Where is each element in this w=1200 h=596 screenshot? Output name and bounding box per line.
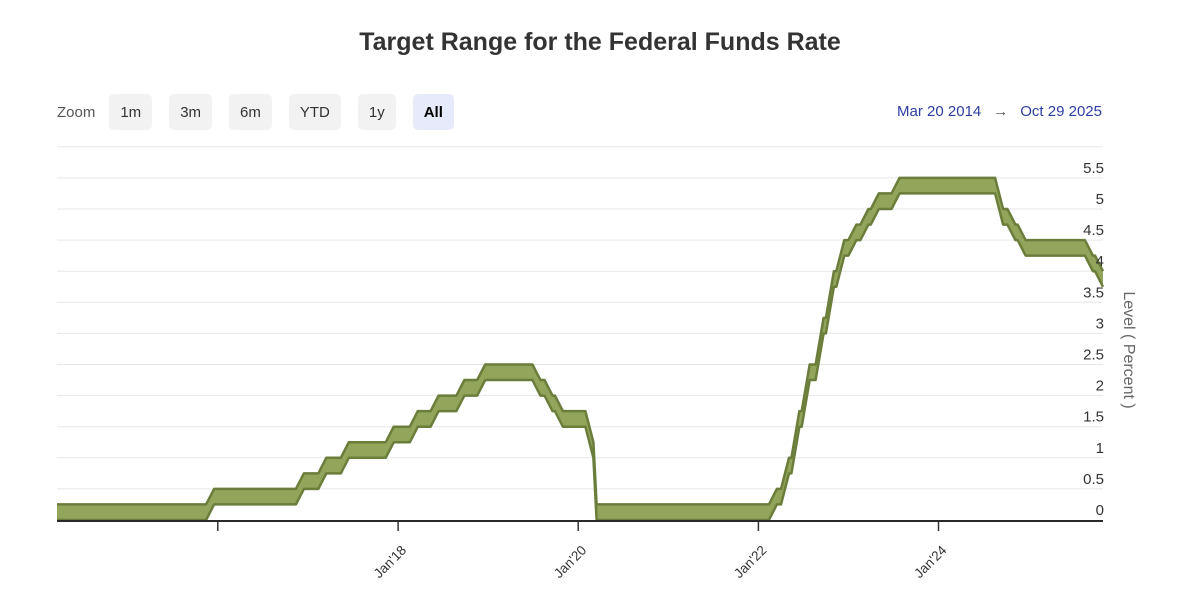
x-tick-label: Jan'20 bbox=[551, 543, 589, 581]
y-tick-label: 0.5 bbox=[1083, 471, 1104, 488]
y-axis-title: Level ( Percent ) bbox=[1120, 291, 1137, 408]
y-tick-label: 3 bbox=[1096, 315, 1104, 332]
chart-title: Target Range for the Federal Funds Rate bbox=[359, 28, 841, 56]
zoom-button-1y[interactable]: 1y bbox=[357, 94, 396, 130]
range-from-date[interactable]: Mar 20 2014 bbox=[897, 103, 982, 120]
band-lower-line bbox=[57, 192, 1105, 522]
x-tick-label: Jan'18 bbox=[371, 543, 409, 581]
y-tick-label: 5 bbox=[1096, 191, 1104, 208]
x-tick-label: Jan'24 bbox=[911, 542, 950, 581]
y-tick-label: 4 bbox=[1096, 253, 1104, 270]
band-upper-line bbox=[57, 176, 1105, 506]
date-range-display: Mar 20 2014 → Oct 29 2025 bbox=[897, 94, 1102, 130]
range-arrow-icon: → bbox=[993, 103, 1009, 120]
y-tick-label: 0 bbox=[1096, 502, 1104, 519]
zoom-button-3m[interactable]: 3m bbox=[169, 94, 213, 130]
range-to-date[interactable]: Oct 29 2025 bbox=[1020, 103, 1102, 120]
y-tick-label: 1 bbox=[1096, 440, 1104, 457]
y-tick-label: 2 bbox=[1096, 378, 1104, 395]
y-tick-label: 4.5 bbox=[1083, 222, 1104, 239]
y-tick-label: 3.5 bbox=[1083, 284, 1104, 301]
zoom-label: Zoom bbox=[57, 103, 96, 121]
zoom-button-ytd[interactable]: YTD bbox=[288, 94, 341, 130]
y-tick-label: 2.5 bbox=[1083, 347, 1104, 364]
y-tick-label: 5.5 bbox=[1083, 160, 1104, 177]
y-axis-labels: 0 0.5 1 1.5 2 2.5 3 3.5 4 4.5 5 5.5 bbox=[1083, 160, 1104, 519]
x-axis: Jan'18 Jan'20 Jan'22 Jan'24 bbox=[57, 520, 1103, 581]
zoom-button-all[interactable]: All bbox=[412, 94, 454, 130]
zoom-button-1m[interactable]: 1m bbox=[109, 94, 153, 130]
x-tick-label: Jan'22 bbox=[731, 543, 769, 581]
y-gridlines bbox=[57, 146, 1103, 490]
zoom-button-6m[interactable]: 6m bbox=[229, 94, 272, 130]
y-tick-label: 1.5 bbox=[1083, 409, 1104, 426]
target-range-band-series[interactable] bbox=[57, 176, 1105, 522]
range-selector: Zoom 1m 3m 6m YTD 1y All bbox=[57, 94, 471, 130]
band-fill[interactable] bbox=[57, 177, 1103, 520]
